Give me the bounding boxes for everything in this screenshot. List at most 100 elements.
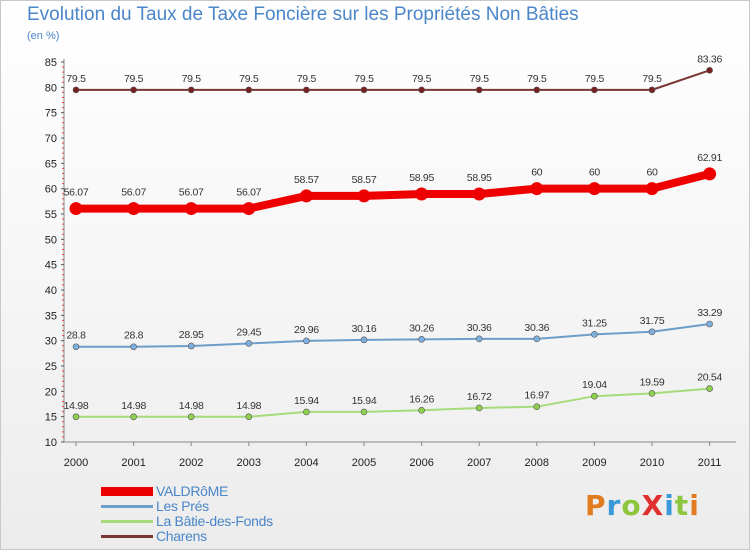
data-label: 56.07: [121, 187, 146, 199]
proxiti-logo: ProXiti: [585, 489, 700, 522]
data-point: [72, 343, 80, 351]
y-tick-label: 60: [45, 184, 57, 196]
data-label: 60: [531, 167, 543, 179]
legend-swatch: [101, 535, 153, 538]
y-tick-label: 20: [45, 386, 57, 398]
x-tick-label: 2004: [294, 457, 318, 469]
x-tick-label: 2002: [179, 457, 203, 469]
data-point: [591, 392, 598, 400]
data-point: [72, 413, 80, 421]
data-point: [533, 335, 541, 343]
data-point: [184, 202, 198, 216]
x-tick-label: 2010: [640, 457, 664, 469]
data-point: [242, 202, 256, 216]
data-label: 28.8: [66, 330, 86, 342]
data-point: [475, 404, 483, 412]
data-point: [245, 340, 253, 347]
y-tick-label: 75: [45, 108, 57, 120]
data-label: 62.91: [697, 152, 722, 164]
data-point: [648, 390, 656, 397]
data-label: 16.97: [524, 390, 549, 402]
y-tick-label: 80: [45, 82, 57, 94]
data-label: 15.94: [352, 395, 377, 407]
data-point: [245, 86, 253, 94]
data-label: 83.36: [697, 53, 722, 65]
data-point: [530, 182, 544, 196]
data-point: [591, 331, 598, 338]
y-tick-label: 55: [45, 209, 57, 221]
data-label: 60: [646, 167, 658, 179]
data-point: [533, 403, 541, 410]
data-point: [245, 413, 253, 421]
x-tick-label: 2001: [121, 457, 145, 469]
y-tick-label: 30: [45, 336, 57, 348]
line-chart: 10 15 20 25 30 35 40 45 50 55 60 65 70 75 80 85 2000 2001…: [45, 53, 736, 469]
y-tick-label: 45: [45, 260, 57, 272]
data-point: [187, 342, 195, 350]
data-label: 19.59: [640, 376, 665, 388]
data-label: 56.07: [179, 187, 204, 199]
data-point: [475, 335, 483, 343]
data-point: [703, 167, 717, 181]
data-label: 79.5: [297, 73, 317, 85]
data-label: 79.5: [642, 73, 662, 85]
y-tick-label: 65: [45, 158, 57, 170]
data-point: [472, 187, 486, 201]
data-point: [648, 328, 656, 336]
data-label: 28.8: [124, 330, 144, 342]
data-label: 79.5: [182, 73, 202, 85]
y-tick-label: 85: [45, 57, 57, 69]
data-label: 58.95: [467, 172, 492, 184]
data-label: 14.98: [179, 400, 204, 412]
data-point: [187, 413, 195, 421]
legend-swatch: [101, 487, 153, 496]
y-tick-label: 50: [45, 234, 57, 246]
y-tick-label: 10: [45, 437, 57, 449]
x-tick-label: 2003: [237, 457, 261, 469]
legend-label: Charens: [156, 528, 207, 544]
data-label: 14.98: [121, 400, 146, 412]
data-point: [706, 385, 713, 392]
data-point: [360, 408, 368, 416]
x-tick-label: 2005: [352, 457, 376, 469]
legend-label: Les Prés: [156, 498, 209, 514]
data-label: 31.25: [582, 317, 607, 329]
legend-label: La Bâtie-des-Fonds: [156, 513, 273, 529]
data-point: [303, 408, 310, 416]
logo-letter: r: [606, 489, 622, 522]
x-tick-label: 2006: [409, 457, 433, 469]
data-point: [299, 189, 313, 203]
data-label: 79.5: [239, 73, 259, 85]
data-label: 16.26: [409, 393, 434, 405]
data-point: [587, 182, 601, 196]
data-label: 31.75: [640, 315, 665, 327]
legend-swatch: [101, 520, 153, 523]
x-tick-label: 2009: [582, 457, 606, 469]
x-tick-label: 2008: [525, 457, 549, 469]
data-label: 79.5: [470, 73, 490, 85]
data-point: [69, 202, 83, 216]
logo-letter: i: [689, 489, 700, 522]
data-label: 29.45: [236, 326, 261, 338]
data-label: 30.26: [409, 322, 434, 334]
data-point: [706, 67, 713, 74]
data-point: [303, 86, 310, 94]
logo-letter: o: [621, 489, 642, 522]
logo-letter: X: [641, 489, 665, 522]
data-point: [418, 336, 425, 343]
x-tick-label: 2011: [698, 457, 722, 469]
data-point: [72, 86, 80, 94]
legend-swatch: [101, 505, 153, 508]
y-tick-label: 35: [45, 310, 57, 322]
series-line-3: [75, 69, 711, 91]
series-line-0: [72, 169, 714, 213]
data-point: [645, 182, 659, 196]
y-axis-unit: (en %): [27, 30, 60, 42]
data-label: 16.72: [467, 391, 492, 403]
data-label: 79.5: [585, 73, 605, 85]
data-point: [533, 86, 541, 94]
y-tick-label: 15: [45, 412, 57, 424]
data-point: [475, 86, 483, 94]
legend-label: VALDRôME: [156, 483, 229, 499]
